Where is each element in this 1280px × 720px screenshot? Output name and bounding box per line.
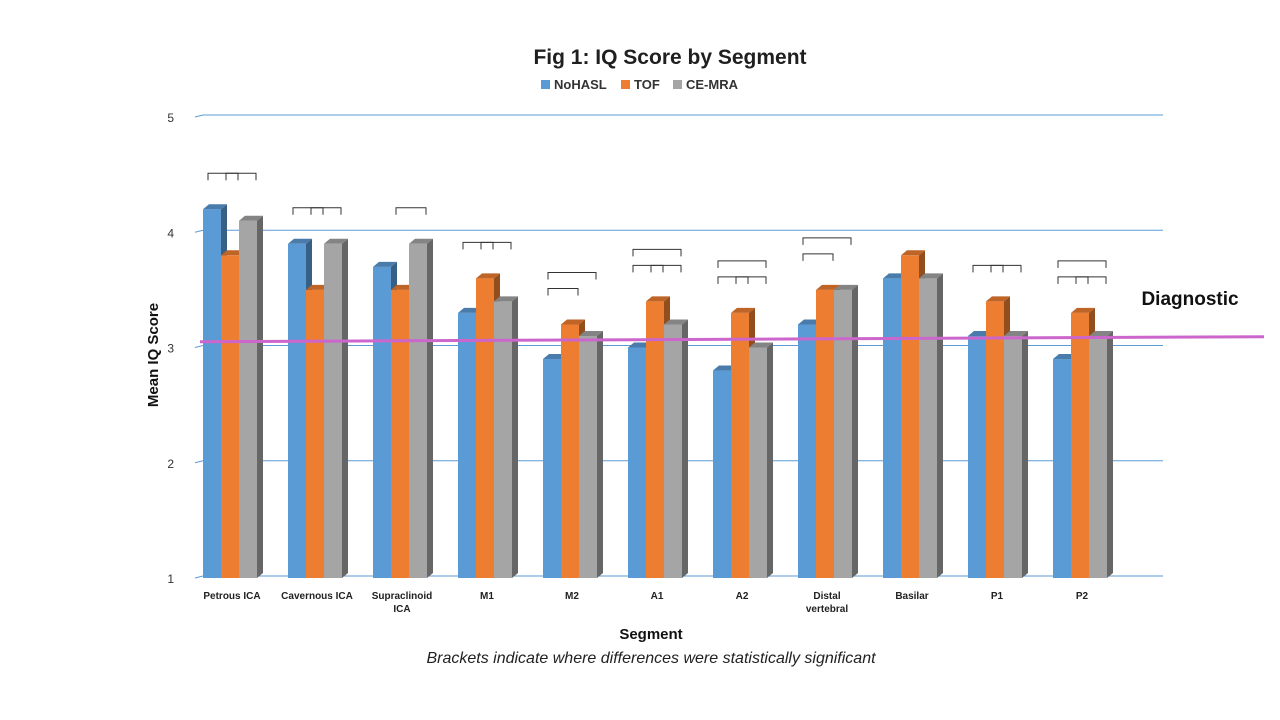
significance-bracket-5-2: [632, 248, 682, 257]
chart-legend: NoHASL TOF CE-MRA: [541, 77, 739, 92]
gridline-bevel-0: [194, 575, 204, 579]
bar-ce-mra-3: [494, 296, 518, 578]
bar-ce-mra-8: [919, 273, 943, 578]
significance-bracket-7-0: [802, 253, 834, 261]
bar-ce-mra-0: [239, 215, 263, 578]
x-tick-label-3: M1: [480, 591, 494, 602]
significance-bracket-6-2: [717, 260, 767, 268]
x-tick-label-2: Supraclinoid ICA: [372, 591, 433, 615]
significance-bracket-10-1: [1075, 276, 1107, 284]
significance-bracket-3-0: [462, 241, 494, 250]
significance-bracket-2-0: [395, 207, 427, 215]
significance-bracket-0-0: [207, 172, 239, 181]
significance-bracket-4-0: [547, 287, 579, 296]
x-tick-labels: Petrous ICA Cavernous ICA Supraclinoid ICA M…: [203, 591, 1088, 615]
significance-bracket-6-0: [717, 276, 749, 284]
svg-text:TOF: TOF: [634, 77, 660, 92]
significance-bracket-10-0: [1057, 276, 1089, 284]
x-tick-label-5: A1: [651, 591, 664, 602]
bar-series: [203, 204, 1113, 579]
significance-bracket-3-1: [480, 241, 512, 250]
y-tick-label: 1: [167, 572, 174, 586]
bar-ce-mra-6: [749, 342, 773, 578]
bar-ce-mra-4: [579, 330, 603, 578]
significance-bracket-4-1: [547, 271, 597, 280]
significance-bracket-9-1: [990, 264, 1022, 273]
bar-ce-mra-10: [1089, 330, 1113, 578]
bar-ce-mra-2: [409, 238, 433, 578]
bar-ce-mra-5: [664, 319, 688, 578]
significance-bracket-1-0: [292, 207, 324, 215]
svg-text:NoHASL: NoHASL: [554, 77, 607, 92]
y-tick-label: 3: [167, 342, 174, 356]
legend-item-nohasl: NoHASL: [541, 77, 607, 92]
diagnostic-line: [199, 335, 1265, 344]
x-tick-label-6: A2: [736, 591, 749, 602]
footnote: Brackets indicate where differences were…: [426, 650, 876, 667]
legend-item-tof: TOF: [621, 77, 660, 92]
significance-bracket-5-1: [650, 264, 682, 273]
x-tick-label-7: Distal vertebral: [806, 591, 848, 615]
svg-text:CE-MRA: CE-MRA: [686, 77, 739, 92]
significance-bracket-5-0: [632, 264, 664, 273]
significance-bracket-7-1: [802, 237, 852, 245]
significance-bracket-9-0: [972, 264, 1004, 273]
chart-title: Fig 1: IQ Score by Segment: [533, 46, 806, 69]
gridline-bevel-1: [194, 460, 204, 464]
significance-bracket-10-2: [1057, 260, 1107, 268]
bar-ce-mra-7: [834, 284, 858, 578]
y-tick-label: 4: [167, 226, 174, 240]
x-tick-label-9: P1: [991, 591, 1004, 602]
gridline-bevel-4: [194, 114, 204, 118]
significance-bracket-1-1: [310, 207, 342, 215]
diagnostic-label: Diagnostic: [1141, 289, 1239, 310]
significance-brackets: [207, 172, 1107, 296]
x-tick-label-8: Basilar: [895, 591, 928, 602]
gridline-bevel-3: [194, 229, 204, 233]
y-axis-label: Mean IQ Score: [145, 303, 162, 407]
diagnostic-threshold: Diagnostic: [199, 289, 1265, 344]
gridline-bevel-2: [194, 345, 204, 348]
y-tick-label: 5: [167, 111, 174, 125]
x-tick-label-4: M2: [565, 591, 579, 602]
x-tick-label-10: P2: [1076, 591, 1089, 602]
x-tick-label-0: Petrous ICA: [203, 591, 260, 602]
x-tick-label-1: Cavernous ICA: [281, 591, 353, 602]
legend-item-ce-mra: CE-MRA: [673, 77, 739, 92]
bar-ce-mra-1: [324, 238, 348, 578]
significance-bracket-6-1: [735, 276, 767, 284]
significance-bracket-0-1: [225, 172, 257, 181]
x-axis-label: Segment: [619, 626, 682, 643]
y-tick-label: 2: [167, 457, 174, 471]
bar-ce-mra-9: [1004, 330, 1028, 578]
